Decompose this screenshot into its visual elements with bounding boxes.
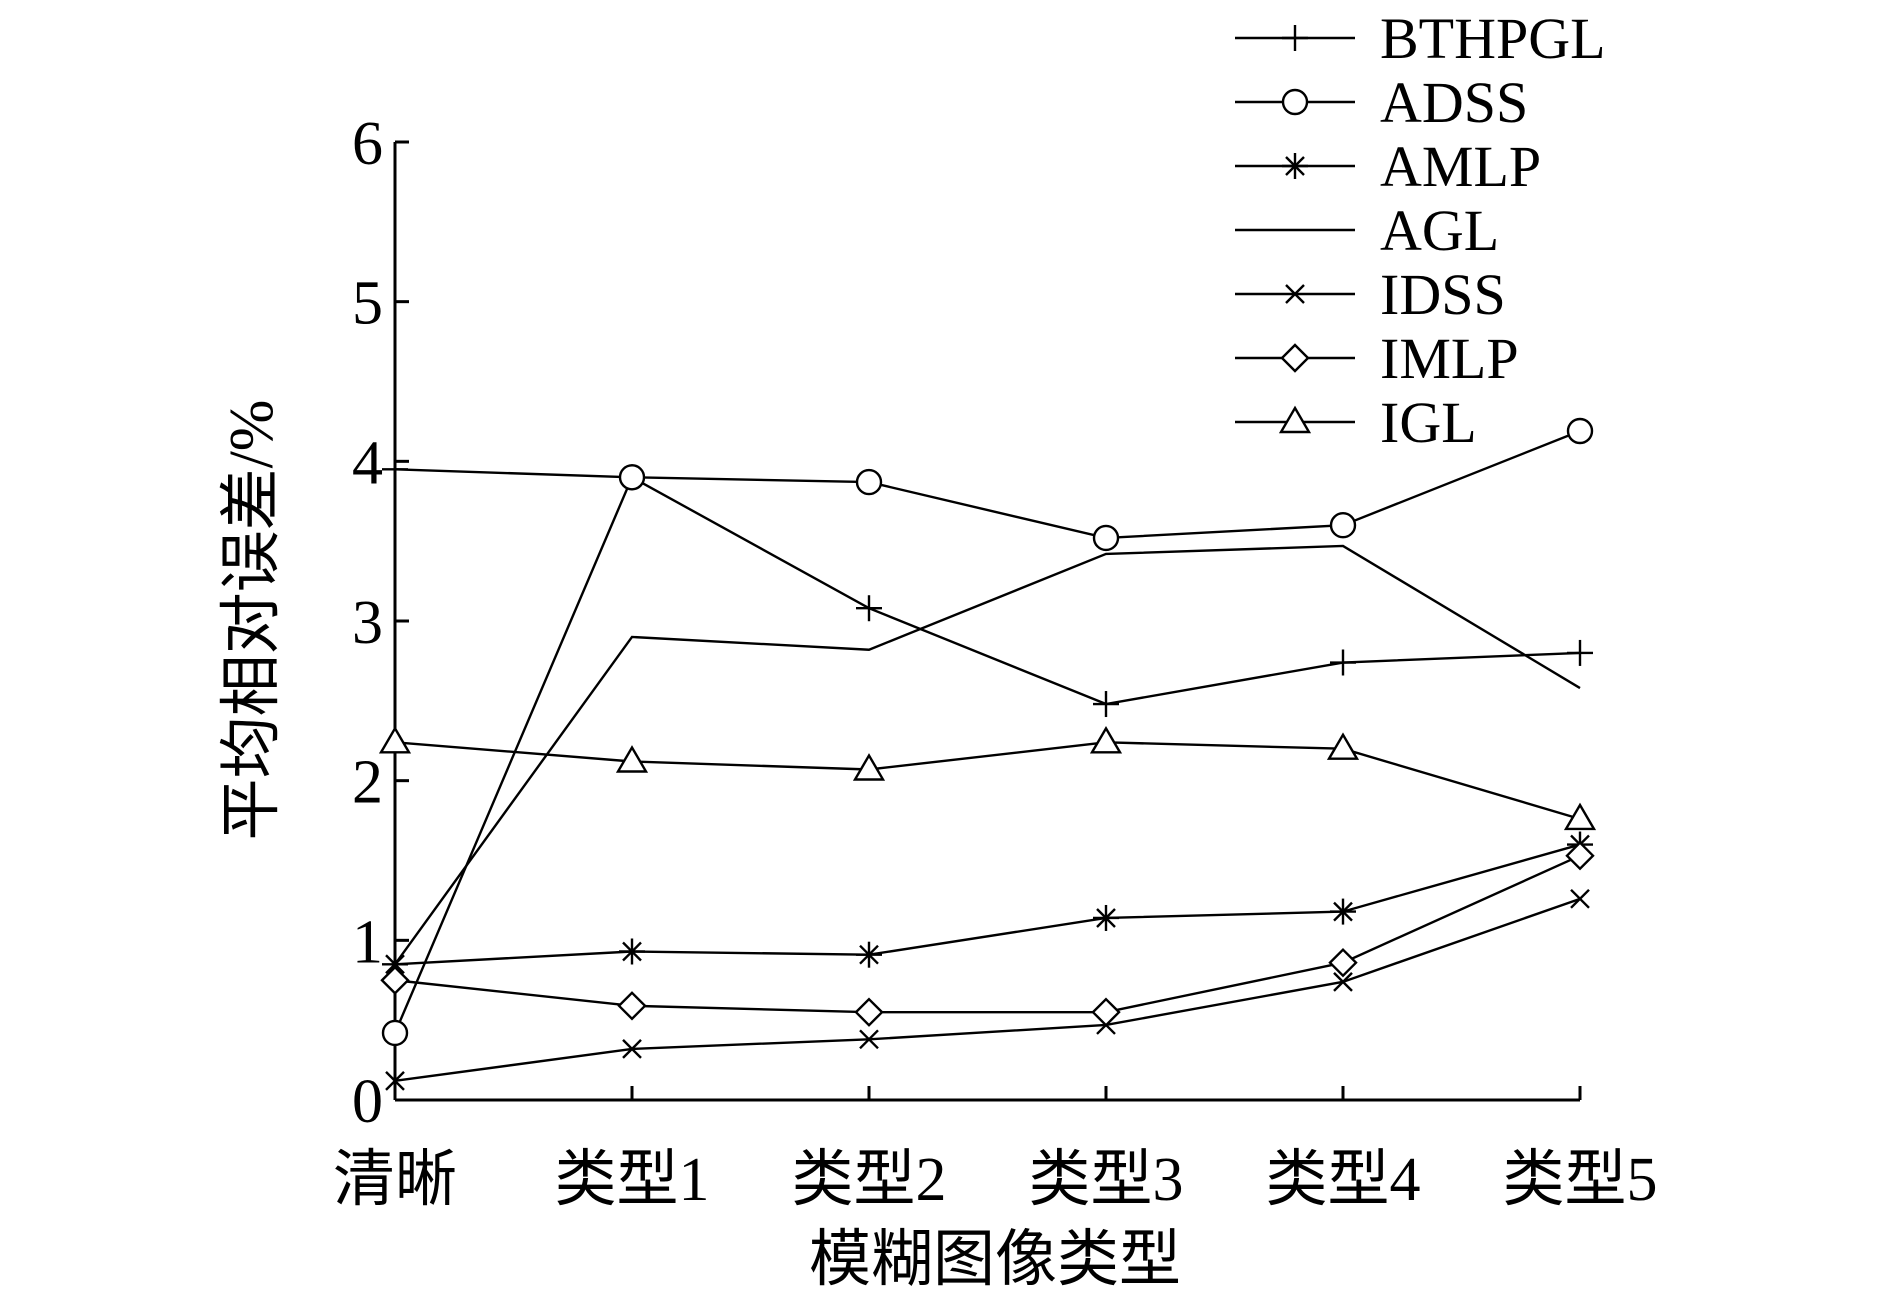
legend-label: AMLP (1380, 134, 1541, 199)
data-point-asterisk (1282, 153, 1308, 179)
x-tick-label: 类型1 (554, 1146, 709, 1214)
series-line-bthpgl (394, 468, 1581, 706)
data-point-plus (1093, 691, 1119, 718)
legend-label: IDSS (1380, 262, 1506, 327)
data-point-circle (1092, 524, 1120, 552)
data-point-circle (1281, 88, 1309, 116)
series-adss (381, 417, 1594, 1047)
series-amlp (382, 831, 1593, 978)
data-point-asterisk (1330, 898, 1356, 925)
legend-entry: IDSS (1235, 262, 1506, 327)
data-point-asterisk (1093, 904, 1119, 931)
data-point-diamond (1091, 997, 1121, 1027)
data-point-x (622, 1039, 642, 1059)
data-point-asterisk (619, 938, 645, 965)
data-point-x (859, 1029, 879, 1050)
y-ticks: 0 1 2 3 4 5 6 (352, 110, 409, 1136)
data-point-plus (1330, 649, 1356, 676)
data-point-diamond (617, 991, 647, 1021)
y-tick-label: 1 (352, 908, 383, 976)
series-idss (385, 888, 1590, 1091)
x-tick-label: 类型4 (1265, 1146, 1420, 1214)
data-point-x (1333, 971, 1353, 992)
legend-label: AGL (1380, 198, 1499, 263)
data-point-triangle (1326, 732, 1360, 760)
series-line-imlp (394, 854, 1581, 1014)
data-point-diamond (380, 965, 410, 995)
x-tick-label: 类型5 (1502, 1146, 1657, 1214)
legend-label: ADSS (1380, 70, 1528, 135)
legend-entry: IMLP (1235, 326, 1519, 391)
data-point-diamond (1328, 947, 1358, 978)
legend-label: IMLP (1380, 326, 1519, 391)
data-point-triangle (852, 753, 886, 781)
y-tick-label: 3 (352, 589, 383, 657)
data-point-triangle (1089, 725, 1123, 754)
y-tick-label: 0 (352, 1068, 383, 1136)
series-bthpgl (382, 456, 1593, 718)
data-point-circle (381, 1019, 409, 1047)
data-point-triangle (615, 745, 649, 773)
x-tick-label: 类型3 (1028, 1146, 1183, 1214)
legend-label: BTHPGL (1380, 6, 1606, 71)
data-point-circle (1329, 512, 1357, 539)
series-layer (378, 417, 1597, 1091)
data-point-plus (856, 595, 882, 622)
data-point-triangle (378, 725, 412, 754)
data-point-diamond (854, 997, 884, 1027)
x-tick-label: 清晰 (333, 1146, 457, 1214)
series-imlp (380, 841, 1595, 1027)
legend-entry: ADSS (1235, 70, 1528, 135)
x-axis-label: 模糊图像类型 (809, 1226, 1181, 1294)
legend-entry: BTHPGL (1235, 6, 1606, 71)
data-point-diamond (1280, 343, 1310, 373)
data-point-circle (855, 468, 883, 496)
plot-area: 0 1 2 3 4 5 6 清晰 类型1 类型2 类型3 类型4 类型5 (333, 110, 1658, 1214)
x-tick-label: 类型2 (791, 1146, 946, 1214)
data-point-plus (382, 456, 408, 483)
series-igl (378, 725, 1597, 831)
data-point-diamond (1565, 841, 1595, 871)
legend-entry: AGL (1235, 198, 1499, 263)
data-point-circle (618, 464, 646, 491)
data-point-x (385, 1070, 405, 1091)
data-point-plus (1282, 25, 1308, 51)
data-point-triangle (1278, 405, 1312, 434)
series-line-igl (394, 741, 1581, 821)
y-axis-label: 平均相对误差/% (218, 400, 286, 841)
y-tick-label: 6 (352, 110, 383, 178)
data-point-asterisk (856, 941, 882, 968)
data-point-circle (1566, 417, 1594, 445)
data-point-plus (1567, 639, 1593, 666)
series-line-amlp (394, 843, 1581, 966)
x-ticks: 清晰 类型1 类型2 类型3 类型4 类型5 (333, 1086, 1658, 1214)
y-tick-label: 5 (352, 270, 383, 338)
legend-entry: AMLP (1235, 134, 1541, 199)
series-line-adss (393, 429, 1581, 1034)
data-point-x (1570, 888, 1590, 909)
legend-entry: IGL (1235, 390, 1477, 455)
y-tick-label: 4 (352, 429, 383, 497)
legend-label: IGL (1380, 390, 1477, 455)
series-agl (394, 544, 1581, 965)
series-line-idss (394, 897, 1581, 1083)
series-line-agl (394, 544, 1581, 965)
data-point-x (1285, 284, 1305, 304)
y-tick-label: 2 (352, 749, 383, 817)
data-point-triangle (1563, 802, 1597, 831)
